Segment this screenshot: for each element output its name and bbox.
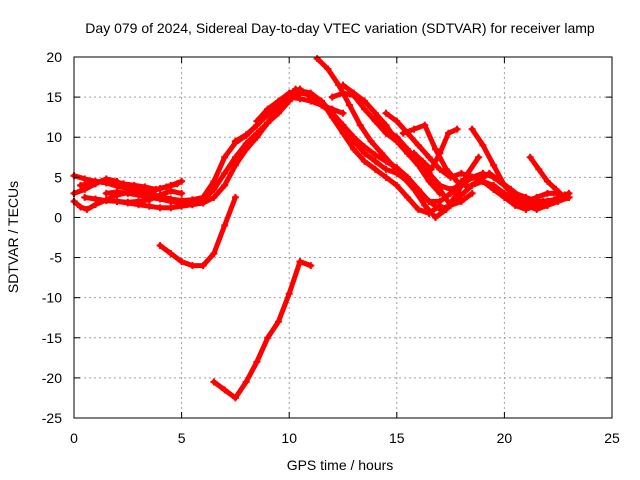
y-axis-label: SDTVAR / TECUs xyxy=(5,181,21,293)
y-tick-label: -10 xyxy=(42,290,62,306)
y-tick-label: -15 xyxy=(42,330,62,346)
series-line xyxy=(469,126,572,212)
x-axis-label: GPS time / hours xyxy=(287,457,394,473)
x-tick-label: 15 xyxy=(389,430,405,446)
series-group xyxy=(70,55,573,402)
series-line xyxy=(114,94,346,211)
series-sat-16 xyxy=(371,113,476,209)
series-sat-21 xyxy=(526,153,569,201)
series-sat-4 xyxy=(76,177,181,193)
x-tick-label: 10 xyxy=(281,430,297,446)
series-line xyxy=(78,178,180,192)
series-line xyxy=(372,114,475,208)
y-tick-label: -20 xyxy=(42,370,62,386)
grid xyxy=(74,57,612,418)
y-tick-label: 5 xyxy=(54,169,62,185)
series-sat-19 xyxy=(410,125,461,173)
y-tick-label: -25 xyxy=(42,410,62,426)
series-line xyxy=(232,90,443,216)
axis-ticks: 0 5 10 15 20 25 -25 -20 -15 -10 -5 0 5 10 15 20 xyxy=(42,49,620,446)
y-tick-label: 10 xyxy=(46,129,62,145)
x-tick-label: 0 xyxy=(70,430,78,446)
series-sat-10 xyxy=(210,258,315,402)
y-tick-label: 0 xyxy=(54,209,62,225)
series-sat-17 xyxy=(382,109,551,213)
chart-title: Day 079 of 2024, Sidereal Day-to-day VTE… xyxy=(85,20,595,36)
y-tick-label: -5 xyxy=(50,250,63,266)
series-sat-9 xyxy=(156,193,239,270)
series-line xyxy=(400,122,568,204)
series-line xyxy=(211,259,314,401)
series-sat-20 xyxy=(468,125,573,213)
y-tick-label: 15 xyxy=(46,89,62,105)
plot-frame xyxy=(73,56,613,419)
x-tick-label: 20 xyxy=(497,430,513,446)
series-line xyxy=(383,110,550,212)
y-tick-label: 20 xyxy=(46,49,62,65)
x-tick-label: 5 xyxy=(178,430,186,446)
x-tick-label: 25 xyxy=(604,430,620,446)
series-line xyxy=(157,194,238,269)
